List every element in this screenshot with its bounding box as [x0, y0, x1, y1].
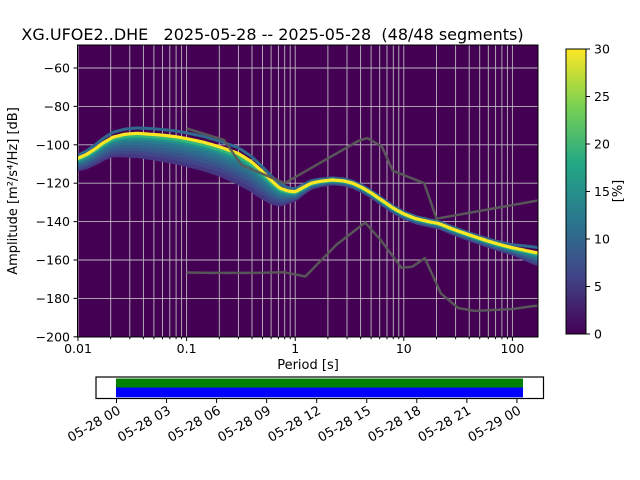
- noise-models: [186, 127, 538, 313]
- y-tick-label: −80: [44, 99, 70, 114]
- y-tick-label: −160: [36, 253, 70, 268]
- high-noise-model-line: [186, 127, 538, 220]
- timeline-tick-label: 05-28 15: [316, 403, 374, 445]
- x-tick-label: 100: [500, 341, 524, 356]
- y-tick-label: −60: [44, 61, 70, 76]
- psd-histogram-band: [77, 126, 538, 267]
- tick-marks: [73, 67, 513, 341]
- tick-labels: 0.01 0.1 1 10 100 −60 −80 −100 −120 −140 −160 −180 −…: [36, 61, 525, 357]
- timeline-tick-label: 05-28 03: [115, 403, 173, 445]
- timeline-tick-label: 05-28 12: [266, 403, 324, 445]
- x-tick-label: 1: [291, 341, 299, 356]
- y-tick-label: −140: [36, 214, 70, 229]
- psd-mode-line: [77, 131, 538, 255]
- x-tick-label: 10: [396, 341, 412, 356]
- y-tick-label: −180: [36, 291, 70, 306]
- y-tick-label: −200: [36, 329, 70, 344]
- colorbar-label: [%]: [611, 179, 626, 203]
- colorbar-tick-label: 10: [594, 232, 610, 247]
- axes-spines: [77, 44, 539, 338]
- x-tick-label: 0.01: [64, 341, 92, 356]
- timeline-tick-label: 05-28 06: [165, 403, 223, 445]
- timeline-tick-label: 05-28 21: [416, 403, 474, 445]
- colorbar-tick-label: 0: [594, 327, 602, 342]
- colorbar-tick-label: 5: [594, 279, 602, 294]
- colorbar-tick-label: 20: [594, 137, 610, 152]
- timeline-tick-label: 05-28 18: [366, 403, 424, 445]
- colorbar-tick-label: 30: [594, 42, 610, 57]
- grid-lines: [77, 45, 538, 337]
- timeline-tick-label: 05-28 00: [65, 403, 123, 445]
- colorbar: [565, 48, 587, 335]
- colorbar-tick-label: 15: [594, 184, 610, 199]
- timeline-coverage-blue: [116, 387, 523, 398]
- y-tick-label: −120: [36, 176, 70, 191]
- timeline-coverage-green: [116, 378, 523, 388]
- timeline-tick-label: 05-29 00: [466, 403, 524, 445]
- band-layer-above: [77, 126, 538, 249]
- x-axis-label: Period [s]: [277, 358, 339, 373]
- timeline-tick-label: 05-28 09: [216, 403, 274, 445]
- low-noise-model-line: [186, 221, 538, 313]
- y-axis-label: Amplitude [m²/s⁴/Hz] [dB]: [6, 107, 21, 275]
- y-tick-label: −100: [36, 137, 70, 152]
- plot-title: XG.UFOE2..DHE 2025-05-28 -- 2025-05-28 (…: [21, 25, 524, 44]
- x-tick-label: 0.1: [177, 341, 197, 356]
- colorbar-tick-label: 25: [594, 89, 610, 104]
